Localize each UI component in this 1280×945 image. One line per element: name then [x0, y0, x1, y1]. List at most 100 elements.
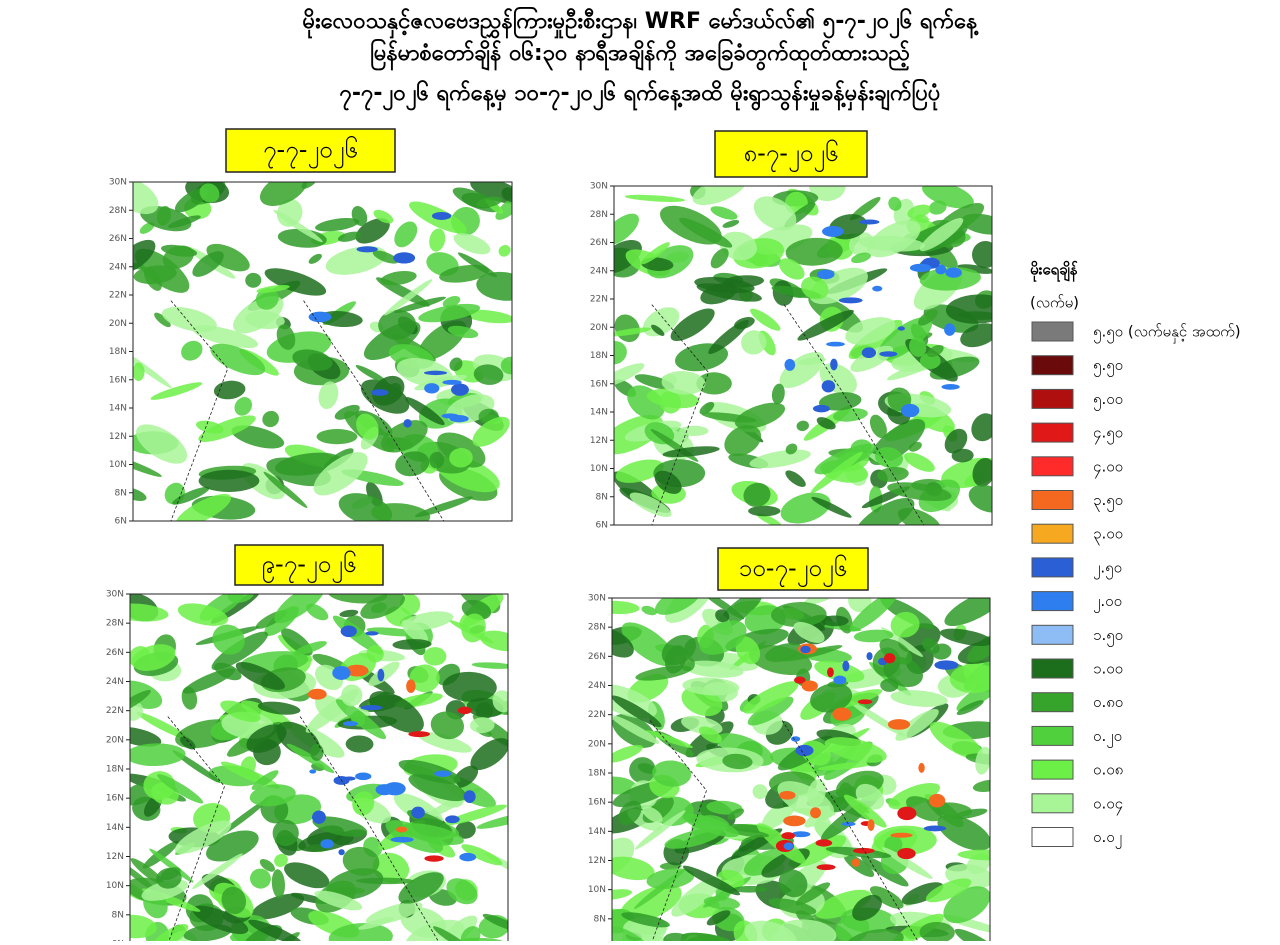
rain-patch — [807, 779, 826, 807]
rain-patch — [306, 603, 329, 621]
title-line: မိုးလေဝသနှင့်ဇလဗေဒညွှန်ကြားမှုဦးစီးဌာန၊ … — [303, 6, 980, 39]
rain-patch — [214, 662, 242, 681]
rain-patch — [646, 868, 695, 890]
date-box — [714, 130, 868, 178]
rain-patch — [927, 344, 944, 358]
rain-patch — [880, 678, 899, 692]
rain-patch — [400, 823, 464, 846]
rain-patch — [381, 420, 428, 453]
rain-patch — [642, 307, 680, 337]
heavy-rain-patch — [411, 806, 425, 819]
coastline — [649, 720, 921, 945]
lat-label: 30N — [106, 590, 124, 600]
rain-patch — [192, 853, 243, 889]
rain-patch — [722, 220, 740, 228]
rain-patch — [372, 375, 405, 406]
rain-patch — [723, 275, 765, 288]
heavy-rain-patch — [897, 848, 916, 860]
heavy-rain-patch — [345, 664, 369, 677]
rain-patch — [785, 470, 806, 487]
rain-patch — [272, 819, 299, 847]
heavy-rain-patch — [790, 736, 801, 742]
heavy-rain-patch — [355, 772, 372, 781]
legend-swatch — [1031, 624, 1074, 645]
rain-patch — [150, 382, 203, 400]
rain-patch — [263, 471, 308, 509]
heavy-rain-patch — [815, 839, 833, 847]
heavy-rain-patch — [424, 370, 448, 376]
heavy-rain-patch — [934, 660, 959, 670]
rain-patch — [262, 410, 279, 428]
legend-label: ၅.၅၀ (လက်မနှင့် အထက်) — [1093, 323, 1241, 344]
heavy-rain-patch — [406, 679, 416, 694]
rain-patch — [887, 482, 952, 502]
rain-patch — [933, 802, 973, 818]
heavy-rain-patch — [832, 707, 852, 721]
lat-label: 24N — [106, 677, 124, 687]
rain-patch — [328, 923, 393, 944]
heavy-rain-patch — [309, 769, 317, 774]
rain-patch — [735, 636, 761, 665]
lat-label: 14N — [109, 404, 127, 414]
lat-label: 14N — [588, 827, 606, 837]
legend-swatch — [1031, 759, 1074, 780]
rain-patch — [439, 264, 490, 283]
rain-patch — [699, 620, 747, 655]
rain-patch — [457, 252, 498, 278]
lat-label: 10N — [588, 885, 606, 895]
heavy-rain-patch — [945, 267, 962, 278]
rain-patch — [768, 898, 817, 915]
rain-patch — [212, 624, 245, 655]
rain-patch — [453, 233, 491, 255]
rain-patch — [308, 253, 322, 264]
legend-swatch — [1031, 658, 1074, 679]
heavy-rain-patch — [897, 326, 905, 331]
rain-patch — [895, 709, 939, 741]
rain-patch — [972, 779, 990, 792]
rain-patch — [373, 209, 394, 224]
rain-patch — [293, 641, 327, 656]
rain-patch — [220, 700, 261, 723]
rain-patch — [136, 712, 189, 740]
heavy-rain-patch — [343, 776, 356, 781]
rain-patch — [133, 362, 145, 381]
rain-patch — [645, 730, 693, 748]
rain-patch — [971, 413, 992, 442]
legend-swatch — [1031, 490, 1074, 510]
rain-patch — [380, 270, 417, 286]
heavy-rain-patch — [817, 269, 835, 280]
heavy-rain-patch — [941, 383, 960, 390]
rain-patch — [192, 905, 249, 935]
coastline — [167, 716, 441, 945]
rain-patch — [692, 186, 747, 205]
rain-patch — [797, 357, 826, 366]
legend-label: ၀.၀၄ — [1093, 794, 1123, 815]
heavy-rain-patch — [944, 323, 956, 336]
rain-patch — [907, 204, 931, 219]
rain-patch — [661, 370, 706, 395]
rain-patch — [949, 663, 990, 694]
rain-patch — [498, 244, 511, 257]
rain-patch — [869, 414, 887, 439]
coastline — [651, 304, 925, 526]
lat-label: 18N — [590, 351, 608, 361]
rain-patch — [922, 186, 974, 209]
rain-patch — [614, 213, 639, 246]
heavy-rain-patch — [365, 631, 379, 636]
heavy-rain-patch — [935, 264, 947, 275]
rain-patch — [341, 684, 363, 707]
rain-patch — [139, 222, 155, 234]
rain-patch — [409, 664, 440, 693]
heavy-rain-patch — [457, 706, 472, 715]
rain-patch — [665, 645, 687, 674]
rain-patch — [179, 736, 196, 750]
rain-patch — [154, 312, 171, 328]
rain-patch — [130, 727, 162, 747]
lat-label: 12N — [106, 852, 124, 862]
rain-patch — [793, 622, 825, 643]
rain-patch — [651, 324, 665, 336]
rain-patch — [130, 914, 157, 939]
rain-patch — [172, 750, 221, 783]
legend-swatch — [1031, 827, 1074, 847]
rain-patch — [174, 820, 232, 854]
